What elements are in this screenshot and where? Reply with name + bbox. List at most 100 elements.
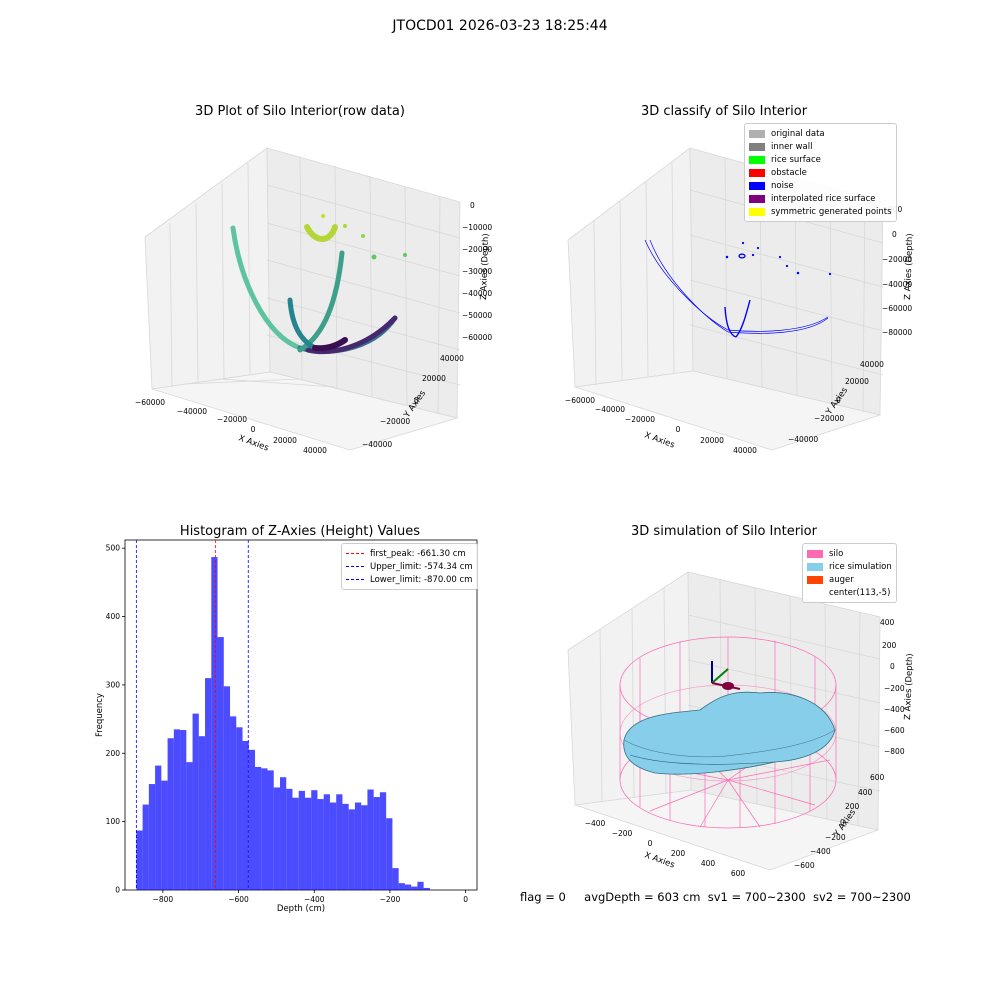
histogram-title: Histogram of Z-Axies (Height) Values (179, 524, 421, 539)
histogram-bar (255, 766, 262, 890)
histogram-bar (292, 797, 299, 890)
raw3d-xtick: 0 (251, 425, 256, 434)
simulation3d-ztick: −200 (884, 684, 905, 693)
classify3d-xtick: −20000 (625, 415, 655, 424)
legend-swatch (749, 207, 765, 216)
legend-item-interpolated: interpolated rice surface (749, 192, 892, 205)
legend-label: silo (829, 548, 844, 559)
legend-item-lower-limit: Lower_limit: -870.00 cm (346, 573, 473, 586)
legend-swatch (749, 129, 765, 138)
histogram-ylabel: Frequency (95, 693, 105, 737)
legend-item-first-peak: first_peak: -661.30 cm (346, 547, 473, 560)
classify3d-xtick: −40000 (595, 405, 625, 414)
histogram-bar (173, 729, 181, 890)
simulation3d-auger (711, 661, 741, 690)
legend-item-rice-surface: rice surface (749, 153, 892, 166)
legend-swatch (807, 575, 823, 584)
classify3d-xtick: −60000 (565, 396, 595, 405)
histogram-xtick-label: −600 (228, 895, 249, 904)
raw3d-points (230, 214, 407, 355)
legend-swatch (749, 181, 765, 190)
raw3d-plot: −60000 −40000 −20000 0 20000 40000 X Axi… (135, 147, 492, 455)
histogram-bar (155, 765, 162, 890)
histogram-ytick-label: 200 (106, 749, 121, 758)
histogram-bar (230, 716, 237, 890)
avg-depth-text: avgDepth = 603 cm (584, 890, 701, 904)
classify3d-xtick: 40000 (733, 446, 757, 455)
histogram-ytick-label: 100 (106, 817, 121, 826)
simulation3d-zlabel: Z Axies (Depth) (903, 653, 915, 720)
legend-label: rice simulation (829, 561, 892, 572)
classify3d-axis-labels: −60000 −40000 −20000 0 20000 40000 X Axi… (565, 205, 915, 455)
simulation3d-ytick: 0 (840, 818, 845, 827)
raw3d-ztick: −50000 (462, 311, 492, 320)
histogram-bar (379, 792, 387, 890)
histogram-bars (136, 557, 430, 890)
legend-label: symmetric generated points (771, 206, 892, 217)
histogram-bar (392, 868, 399, 890)
simulation3d-xtick: 200 (671, 849, 686, 858)
histogram-bar (336, 794, 343, 890)
simulation3d-ztick: −800 (884, 747, 905, 756)
histogram-bar (186, 762, 193, 890)
classify3d-ztick: −20000 (882, 255, 912, 264)
simulation3d-ztick: −400 (884, 705, 905, 714)
raw3d-xlabel: X Axies (237, 433, 270, 453)
histogram-bar (317, 799, 324, 890)
raw3d-zlabel: Z Axies (Depth) (479, 233, 491, 300)
histogram-vlines (135, 540, 249, 890)
histogram-bar (367, 789, 374, 890)
legend-label: original data (771, 128, 825, 139)
simulation3d-legend: silo rice simulation auger center(113,-5… (802, 543, 897, 603)
histogram-bar (373, 797, 380, 890)
histogram-bar (142, 804, 149, 890)
histogram-bar (279, 777, 287, 890)
histogram-ytick-label: 500 (106, 544, 121, 553)
histogram-bar (217, 637, 224, 890)
histogram-bar (348, 809, 355, 890)
simulation3d-ytick: −600 (794, 861, 815, 870)
classify3d-noise-points (644, 239, 832, 338)
histogram-ytick-label: 0 (115, 886, 120, 895)
raw3d-xtick: −40000 (177, 407, 207, 416)
histogram-bar (286, 788, 293, 890)
simulation3d-ytick: 400 (858, 788, 873, 797)
histogram-bar (417, 881, 424, 890)
histogram-bar (404, 884, 412, 890)
legend-item-auger: auger (807, 573, 892, 586)
raw3d-ztick: −10000 (462, 223, 492, 232)
histogram-bar (411, 886, 418, 890)
histogram-bar (223, 686, 231, 890)
classify3d-legend: original data inner wall rice surface ob… (744, 123, 897, 222)
legend-label: Lower_limit: -870.00 cm (370, 574, 473, 585)
sv2-text: sv2 = 700~2300 (812, 890, 911, 904)
histogram-bar (148, 784, 156, 890)
legend-swatch (749, 194, 765, 203)
legend-swatch (807, 588, 823, 597)
histogram-yticks: 0 100 200 300 400 500 (106, 544, 125, 895)
histogram-bar (167, 738, 174, 890)
raw3d-xtick: −60000 (135, 398, 165, 407)
legend-label: auger (829, 574, 854, 585)
legend-line-swatch (346, 553, 364, 554)
histogram-bar (311, 790, 318, 890)
simulation3d-ztick: 400 (880, 618, 895, 627)
histogram-bar (304, 797, 312, 890)
simulation3d-ytick: −400 (810, 847, 831, 856)
legend-swatch (749, 155, 765, 164)
histogram-bar (261, 768, 268, 890)
legend-item-original-data: original data (749, 127, 892, 140)
legend-label: center(113,-5) (829, 587, 891, 598)
histogram-ytick-label: 300 (106, 680, 121, 689)
simulation3d-plot: −400 −200 0 200 400 600 X Axies −600 −40… (567, 571, 915, 878)
flag-text: flag = 0 (520, 890, 566, 904)
histogram-bar (242, 740, 249, 890)
histogram-xtick-label: −200 (380, 895, 401, 904)
legend-label: rice surface (771, 154, 821, 165)
histogram-bar (136, 830, 143, 890)
raw3d-xtick: 20000 (273, 436, 297, 445)
histogram-bar (342, 803, 349, 890)
classify3d-ytick: 0 (836, 396, 841, 405)
raw3d-ytick: 20000 (422, 374, 446, 383)
status-line: flag = 0 avgDepth = 603 cm sv1 = 700~230… (520, 890, 911, 904)
